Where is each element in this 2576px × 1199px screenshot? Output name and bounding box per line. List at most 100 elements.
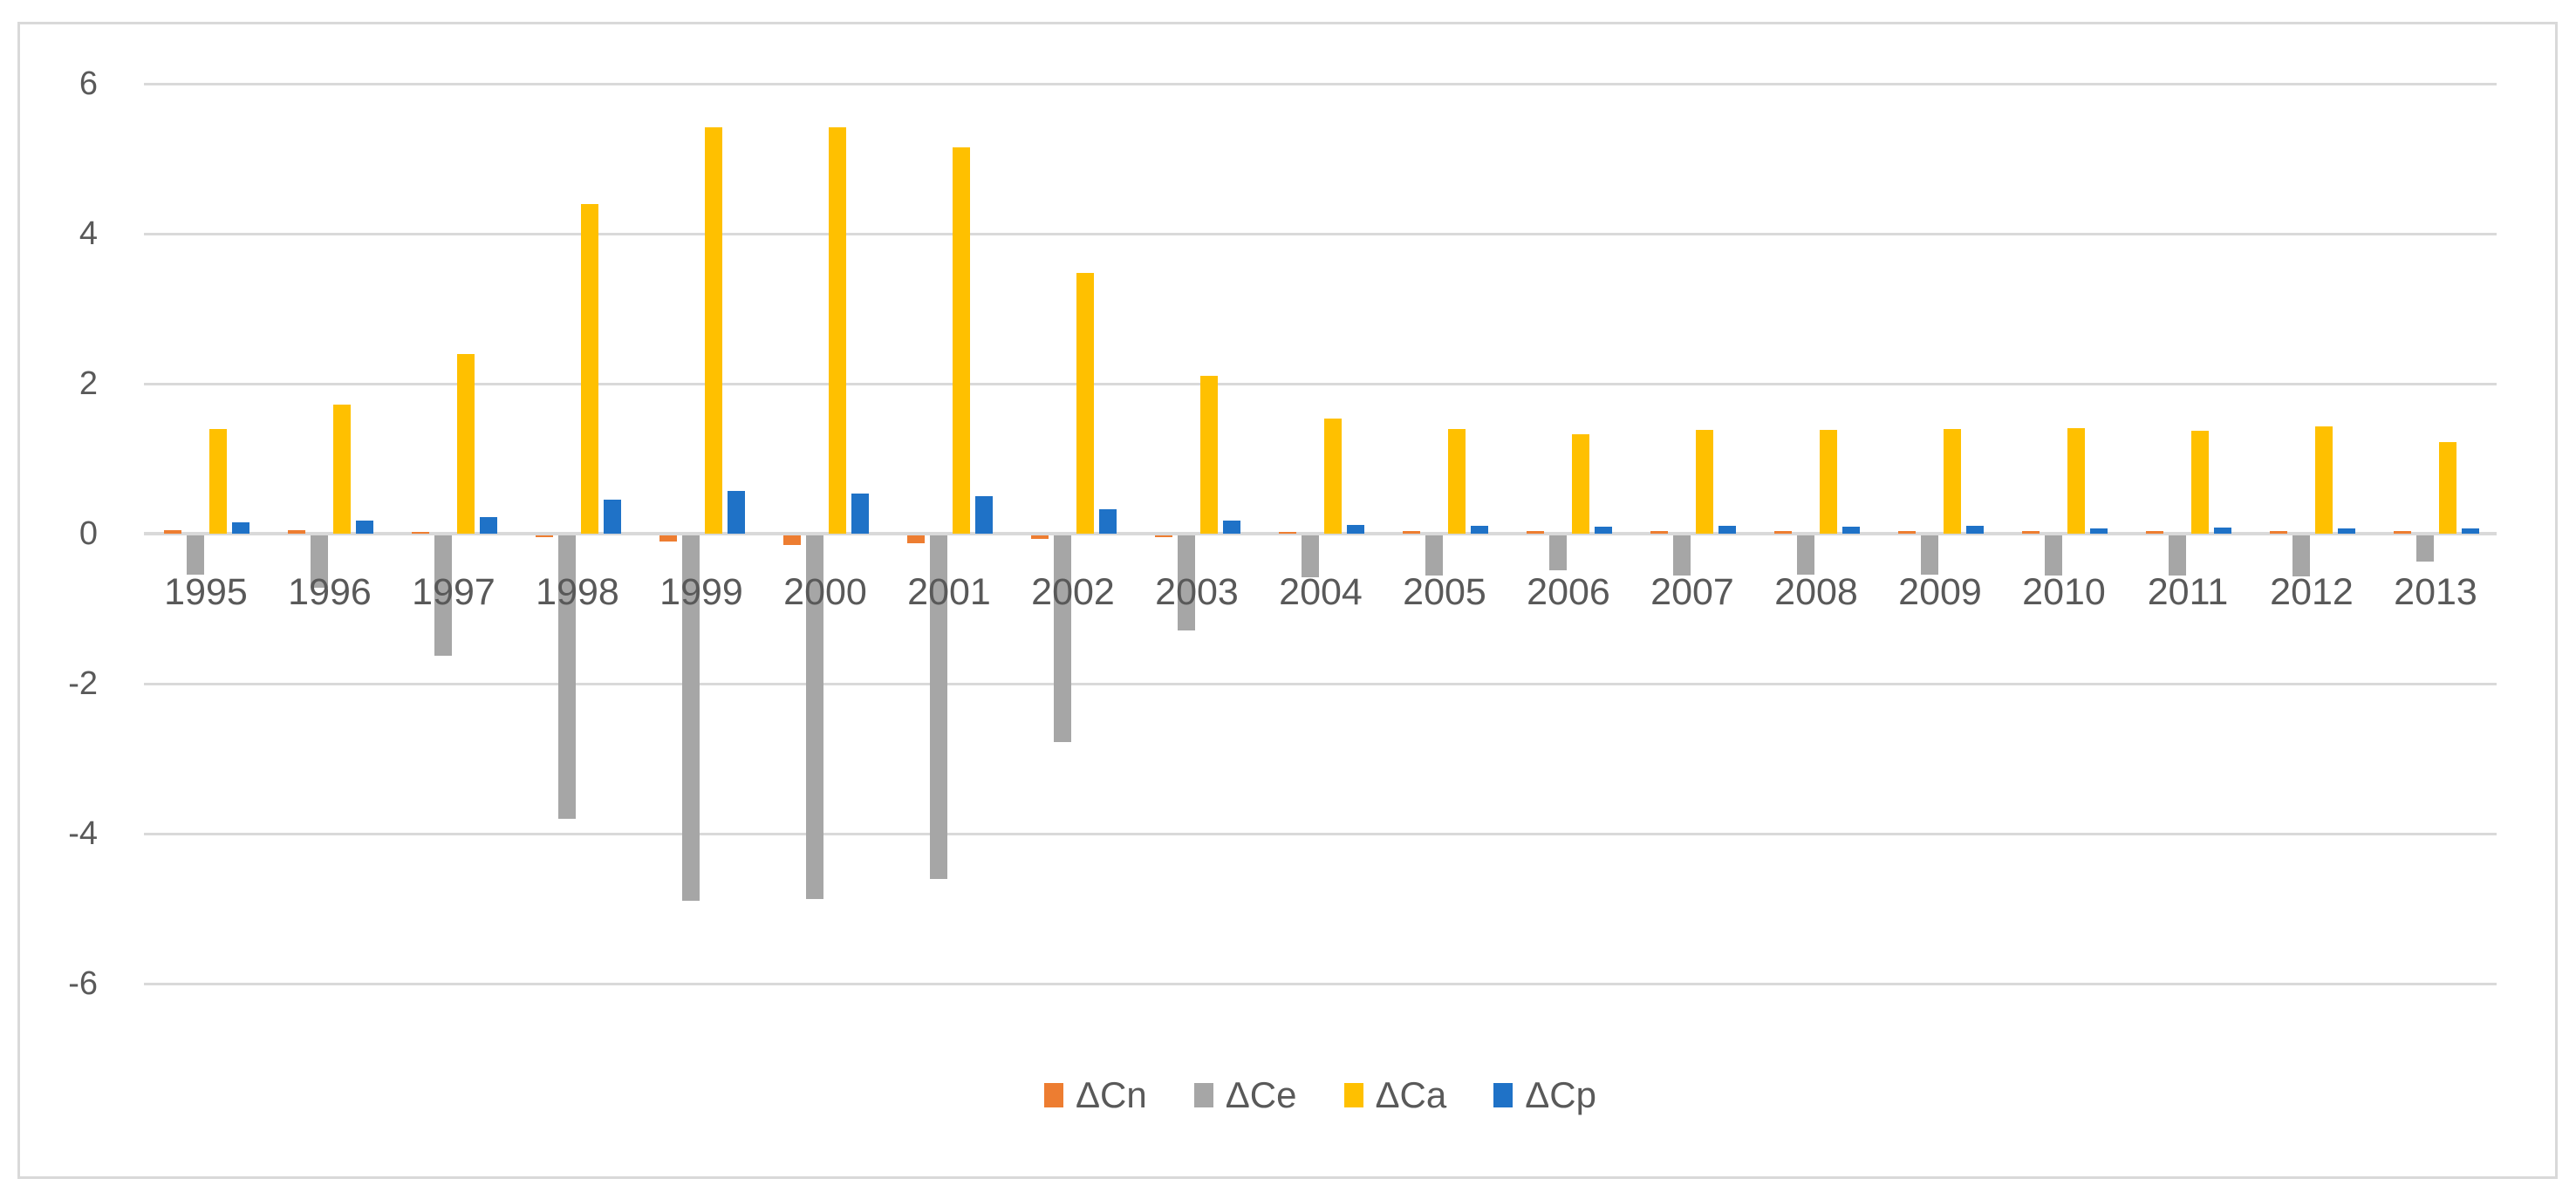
legend-swatch-dcp [1493,1083,1513,1107]
bar-dca-2010 [2067,427,2085,534]
bar-dce-1995 [187,535,204,575]
legend-label-dcp: ΔCp [1525,1074,1596,1115]
bar-dcp-2005 [1471,526,1488,534]
bar-dce-2009 [1921,535,1938,575]
bar-dcp-2008 [1842,527,1860,534]
bar-dcp-2011 [2214,528,2231,534]
bar-dce-2008 [1797,535,1814,575]
x-label-2009: 2009 [1898,571,1982,613]
bar-dcn-2000 [783,535,801,546]
x-label-2006: 2006 [1527,571,1610,613]
bar-dca-2005 [1448,429,1466,534]
bar-dcn-2006 [1527,530,1544,534]
bar-dcn-2011 [2146,530,2163,534]
bar-dcp-2004 [1347,524,1364,534]
x-label-1996: 1996 [288,571,372,613]
bar-dca-2013 [2439,442,2456,534]
gridline--4 [144,833,2497,835]
bar-dca-2000 [829,126,846,534]
legend-swatch-dca [1343,1083,1363,1107]
y-tick-label--4: -4 [68,815,98,852]
x-label-1997: 1997 [412,571,495,613]
gridline--2 [144,683,2497,685]
gridline-4 [144,233,2497,235]
bar-dcp-2007 [1718,526,1736,534]
bar-dcp-1998 [604,500,621,534]
x-label-1995: 1995 [164,571,248,613]
bar-dca-1998 [581,203,598,534]
legend-label-dcn: ΔCn [1076,1074,1147,1115]
bar-dca-1997 [457,353,475,534]
bar-dce-2002 [1054,535,1071,743]
bar-dca-2001 [953,147,970,534]
bar-dcp-2002 [1099,508,1117,534]
y-tick-label-6: 6 [79,65,98,102]
bar-dcn-1998 [536,535,553,537]
bar-dce-1999 [682,535,700,901]
gridline-2 [144,383,2497,385]
bar-dce-1997 [434,535,452,656]
bar-dcn-1996 [288,529,305,534]
y-tick-label-0: 0 [79,515,98,552]
bar-dcp-2000 [851,494,869,534]
legend-label-dca: ΔCa [1375,1074,1447,1115]
bar-dcp-2013 [2462,528,2479,534]
x-label-2013: 2013 [2394,571,2477,613]
x-label-2003: 2003 [1155,571,1239,613]
bar-dcn-1995 [164,529,181,534]
bar-dcp-1995 [232,522,249,534]
bar-dcn-2012 [2270,531,2287,534]
x-label-1998: 1998 [536,571,619,613]
bar-dcp-2001 [975,496,993,534]
bar-dcp-2003 [1223,520,1240,534]
bar-dce-2010 [2045,535,2062,576]
bar-dce-2012 [2292,535,2310,577]
bar-dce-2013 [2416,535,2434,562]
bar-dcn-2004 [1279,532,1296,534]
bar-dcn-2003 [1155,535,1172,537]
bar-dce-2005 [1425,535,1443,576]
bar-dca-2003 [1200,376,1218,534]
x-label-2005: 2005 [1403,571,1486,613]
bar-dca-2007 [1696,430,1713,534]
bar-dce-2004 [1302,535,1319,578]
bar-dce-2001 [930,535,947,879]
bar-dca-2002 [1076,272,1094,534]
gridline-6 [144,83,2497,85]
bar-dce-1996 [311,535,328,589]
legend-item-dca: ΔCa [1343,1074,1447,1116]
bar-dcn-2010 [2022,530,2040,534]
bar-dcn-2013 [2394,531,2411,534]
legend-swatch-dce [1193,1083,1213,1107]
y-tick-label-4: 4 [79,215,98,252]
legend-item-dce: ΔCe [1193,1074,1297,1116]
bar-dca-2009 [1944,429,1961,534]
bar-dcn-2005 [1403,530,1420,534]
bar-dca-1996 [333,405,351,534]
bar-dcn-2002 [1031,535,1049,540]
bar-dca-2011 [2191,431,2209,534]
legend-item-dcp: ΔCp [1493,1074,1596,1116]
bar-dce-2007 [1673,535,1691,576]
gridline-0 [144,532,2497,535]
legend-swatch-dcn [1044,1083,1063,1107]
bar-dce-2000 [806,535,823,900]
x-label-2001: 2001 [907,571,991,613]
bar-dcp-1997 [480,517,497,534]
bar-dcn-2001 [907,535,925,543]
bar-dca-2004 [1324,419,1342,534]
bar-dcp-1996 [356,520,373,534]
bar-dcn-2007 [1650,530,1668,534]
bar-dce-2006 [1549,535,1567,570]
bar-dcp-1999 [728,490,745,534]
gridline--6 [144,983,2497,985]
x-label-2002: 2002 [1031,571,1115,613]
bar-dca-1995 [209,428,227,534]
y-tick-label--6: -6 [68,965,98,1002]
bar-dca-2006 [1572,433,1589,534]
x-label-2007: 2007 [1650,571,1734,613]
x-label-2000: 2000 [783,571,867,613]
x-label-2004: 2004 [1279,571,1363,613]
bar-dca-2008 [1820,430,1837,534]
bar-dca-1999 [705,126,722,534]
